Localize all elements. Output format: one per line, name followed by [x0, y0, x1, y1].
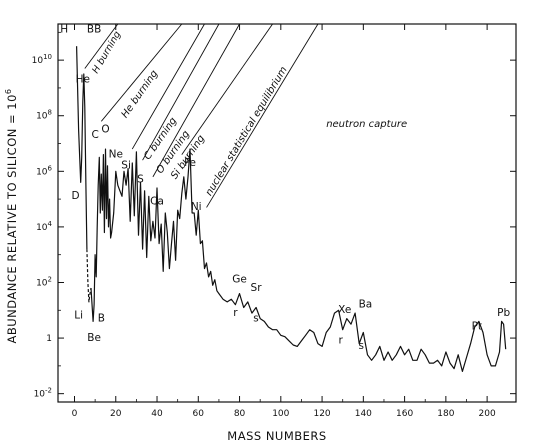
- x-tick-label: 0: [72, 409, 78, 419]
- y-tick-exponent: -2: [45, 387, 52, 395]
- process-label: neutron capture: [326, 119, 407, 130]
- y-tick-label: 108: [36, 109, 52, 122]
- y-tick-base: 10: [36, 112, 48, 122]
- y-tick-label: 1010: [32, 53, 52, 66]
- element-label: s: [359, 340, 364, 352]
- element-label: Sr: [251, 282, 263, 294]
- element-label: He: [76, 73, 90, 85]
- x-tick-label: 20: [110, 409, 122, 419]
- element-label: Li: [74, 310, 83, 322]
- process-label: He burning: [120, 68, 161, 120]
- element-label: Be: [87, 332, 101, 344]
- element-label: Pb: [497, 307, 510, 319]
- element-label: C: [91, 129, 98, 141]
- process-boundary-line: [152, 23, 240, 178]
- process-lines-group: [84, 23, 319, 208]
- element-label: Xe: [338, 304, 351, 316]
- y-axis-title: ABUNDANCE RELATIVE TO SILICON = 106: [4, 88, 19, 343]
- element-label: Ca: [150, 196, 164, 208]
- element-label: S: [137, 173, 144, 185]
- series-line: [90, 148, 507, 372]
- x-tick-label: 40: [151, 409, 163, 419]
- process-boundary-line: [206, 23, 319, 208]
- plot-frame-group: [57, 23, 517, 403]
- x-axis-title: MASS NUMBERS: [227, 429, 326, 443]
- x-tick-label: 60: [193, 409, 205, 419]
- y-axis-title-main: ABUNDANCE RELATIVE TO SILICON = 10: [5, 94, 19, 343]
- process-boundary-line: [84, 23, 119, 69]
- x-tick-label: 100: [272, 409, 289, 419]
- element-label: B: [98, 312, 105, 324]
- x-tick-label: 160: [396, 409, 413, 419]
- y-tick-base: 1: [46, 334, 52, 344]
- y-tick-base: 10: [36, 278, 48, 288]
- element-label: r: [338, 335, 343, 347]
- y-tick-base: 10: [32, 56, 44, 66]
- y-axis-title-superscript: 6: [4, 88, 13, 94]
- y-tick-base: 10: [36, 167, 48, 177]
- element-label: Pt: [472, 321, 482, 333]
- element-label: Ba: [359, 299, 373, 311]
- element-label: Ni: [191, 201, 202, 213]
- y-tick-exponent: 2: [48, 275, 52, 283]
- series-line-dashed: [86, 249, 92, 303]
- series-line: [76, 46, 88, 250]
- x-tick-label: 80: [234, 409, 246, 419]
- x-tick-label: 140: [355, 409, 372, 419]
- element-label: Ne: [109, 148, 123, 160]
- y-tick-label: 102: [36, 275, 52, 288]
- process-boundary-line: [100, 23, 183, 122]
- process-boundary-line: [181, 23, 273, 155]
- y-tick-exponent: 10: [43, 53, 52, 61]
- process-label: nuclear statistical equilibrium: [204, 65, 290, 198]
- element-label: H: [60, 23, 68, 35]
- y-tick-label: 10-2: [34, 387, 52, 400]
- big-bang-label: BB: [87, 23, 101, 35]
- element-label: O: [101, 123, 109, 135]
- process-boundary-line: [142, 23, 220, 161]
- y-tick-exponent: 8: [48, 109, 52, 117]
- y-tick-exponent: 6: [48, 164, 53, 172]
- y-tick-base: 10: [36, 223, 48, 233]
- x-tick-label: 180: [437, 409, 454, 419]
- element-label: s: [253, 312, 258, 324]
- y-tick-label: 1: [46, 334, 52, 344]
- x-tick-label: 120: [313, 409, 330, 419]
- axis-ticks-group: 0 20 40 60 80 100 120 140 160 180 2001010108106104…: [32, 24, 516, 419]
- y-tick-base: 10: [34, 390, 46, 400]
- plot-frame: [57, 23, 517, 403]
- element-label: r: [233, 307, 238, 319]
- x-tick-label: 200: [479, 409, 496, 419]
- element-label: Si: [121, 160, 131, 172]
- process-label: H burning: [90, 29, 123, 75]
- y-tick-label: 104: [36, 220, 52, 233]
- y-tick-exponent: 4: [48, 220, 53, 228]
- series-group: [76, 46, 507, 372]
- element-label: Ge: [232, 273, 247, 285]
- element-label: Fe: [184, 157, 196, 169]
- element-label: D: [71, 190, 79, 202]
- y-tick-label: 106: [36, 164, 52, 177]
- process-boundary-line: [131, 23, 205, 150]
